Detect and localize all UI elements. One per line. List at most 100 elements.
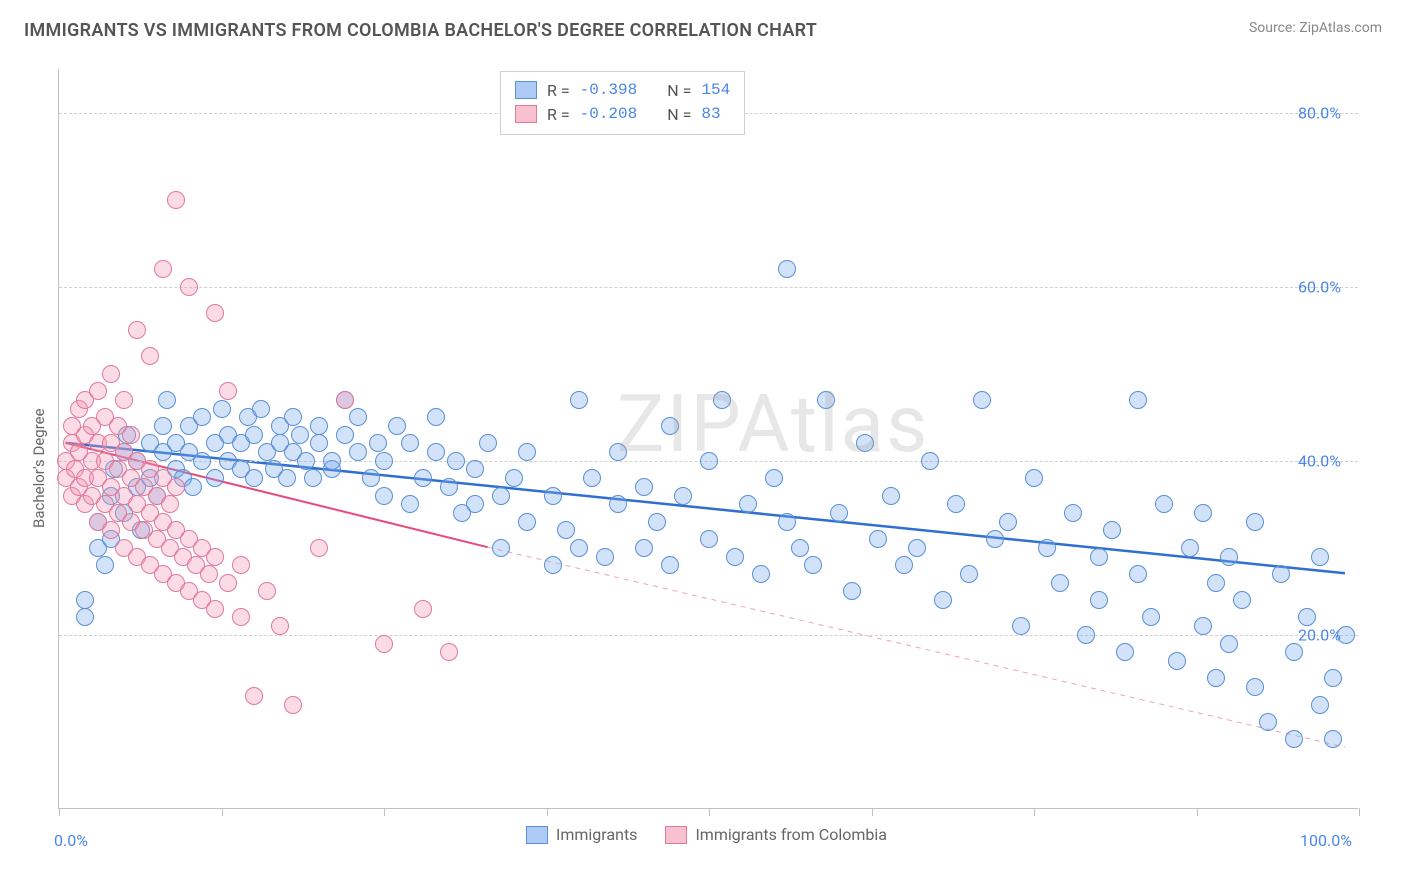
scatter-marker xyxy=(1181,539,1199,557)
scatter-marker xyxy=(1311,696,1329,714)
scatter-marker xyxy=(726,548,744,566)
scatter-marker xyxy=(193,452,211,470)
legend-swatch xyxy=(526,826,548,844)
scatter-marker xyxy=(447,452,465,470)
scatter-marker xyxy=(1194,617,1212,635)
scatter-marker xyxy=(635,539,653,557)
correlation-legend: R = -0.398 N = 154 R =-0.208N = 83 xyxy=(500,71,745,135)
scatter-marker xyxy=(1194,504,1212,522)
scatter-marker xyxy=(1246,678,1264,696)
gridline xyxy=(59,287,1358,288)
scatter-marker xyxy=(1220,548,1238,566)
r-value: -0.398 xyxy=(580,81,638,99)
scatter-marker xyxy=(154,417,172,435)
scatter-marker xyxy=(752,565,770,583)
scatter-marker xyxy=(1207,669,1225,687)
scatter-marker xyxy=(1142,608,1160,626)
scatter-marker xyxy=(1285,730,1303,748)
scatter-marker xyxy=(1272,565,1290,583)
scatter-marker xyxy=(310,417,328,435)
scatter-marker xyxy=(492,539,510,557)
scatter-marker xyxy=(518,513,536,531)
scatter-marker xyxy=(570,539,588,557)
x-tick xyxy=(384,808,385,816)
scatter-marker xyxy=(505,469,523,487)
scatter-marker xyxy=(89,382,107,400)
scatter-marker xyxy=(297,452,315,470)
scatter-marker xyxy=(154,260,172,278)
scatter-marker xyxy=(778,513,796,531)
scatter-marker xyxy=(1285,643,1303,661)
scatter-marker xyxy=(304,469,322,487)
scatter-marker xyxy=(843,582,861,600)
scatter-marker xyxy=(310,539,328,557)
chart-title: IMMIGRANTS VS IMMIGRANTS FROM COLOMBIA B… xyxy=(24,20,817,41)
scatter-marker xyxy=(544,556,562,574)
scatter-marker xyxy=(778,260,796,278)
scatter-marker xyxy=(122,426,140,444)
y-tick-label: 80.0% xyxy=(1298,103,1341,122)
scatter-marker xyxy=(180,278,198,296)
x-tick xyxy=(1197,808,1198,816)
n-label: N = xyxy=(667,81,691,100)
scatter-marker xyxy=(1103,521,1121,539)
scatter-marker xyxy=(882,487,900,505)
scatter-marker xyxy=(1077,626,1095,644)
scatter-marker xyxy=(1064,504,1082,522)
scatter-marker xyxy=(375,452,393,470)
legend-swatch xyxy=(515,81,537,99)
scatter-marker xyxy=(291,426,309,444)
legend-row: R =-0.208N = 83 xyxy=(515,102,730,126)
scatter-marker xyxy=(557,521,575,539)
scatter-marker xyxy=(401,434,419,452)
scatter-marker xyxy=(609,443,627,461)
scatter-marker xyxy=(1051,574,1069,592)
scatter-marker xyxy=(206,304,224,322)
scatter-marker xyxy=(1324,669,1342,687)
scatter-marker xyxy=(1168,652,1186,670)
r-label: R = xyxy=(547,81,570,100)
scatter-marker xyxy=(544,487,562,505)
scatter-marker xyxy=(1233,591,1251,609)
scatter-marker xyxy=(427,443,445,461)
y-tick-label: 20.0% xyxy=(1298,625,1341,644)
scatter-marker xyxy=(869,530,887,548)
scatter-marker xyxy=(700,530,718,548)
scatter-marker xyxy=(1025,469,1043,487)
y-axis-label: Bachelor's Degree xyxy=(30,408,48,528)
scatter-marker xyxy=(856,434,874,452)
scatter-marker xyxy=(128,321,146,339)
scatter-marker xyxy=(1116,643,1134,661)
scatter-marker xyxy=(986,530,1004,548)
scatter-marker xyxy=(414,600,432,618)
scatter-marker xyxy=(388,417,406,435)
scatter-marker xyxy=(492,487,510,505)
x-tick xyxy=(547,808,548,816)
scatter-marker xyxy=(609,495,627,513)
x-axis-label: 0.0% xyxy=(54,831,88,850)
scatter-marker xyxy=(804,556,822,574)
x-tick xyxy=(59,808,60,816)
series-legend: ImmigrantsImmigrants from Colombia xyxy=(526,825,887,844)
gridline xyxy=(59,635,1358,636)
scatter-marker xyxy=(661,556,679,574)
scatter-marker xyxy=(674,487,692,505)
scatter-marker xyxy=(895,556,913,574)
scatter-marker xyxy=(466,495,484,513)
scatter-marker xyxy=(960,565,978,583)
scatter-marker xyxy=(232,608,250,626)
scatter-marker xyxy=(1038,539,1056,557)
scatter-marker xyxy=(583,469,601,487)
scatter-marker xyxy=(362,469,380,487)
scatter-marker xyxy=(1311,548,1329,566)
scatter-marker xyxy=(284,408,302,426)
legend-item: Immigrants xyxy=(526,825,637,844)
scatter-marker xyxy=(466,460,484,478)
n-value: 154 xyxy=(701,81,730,99)
scatter-marker xyxy=(76,591,94,609)
scatter-marker xyxy=(921,452,939,470)
scatter-marker xyxy=(791,539,809,557)
scatter-marker xyxy=(570,391,588,409)
x-tick xyxy=(1359,808,1360,816)
scatter-marker xyxy=(1207,574,1225,592)
